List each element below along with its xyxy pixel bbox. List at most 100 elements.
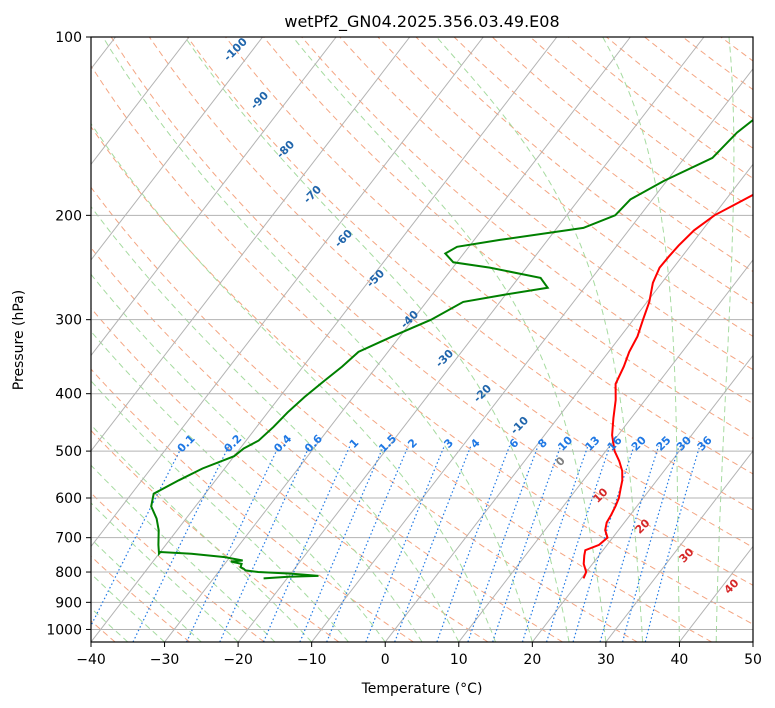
x-tick-label: 0: [381, 652, 390, 668]
dry-adiabat: [301, 37, 753, 405]
y-tick-label: 100: [55, 30, 82, 46]
isotherm: [91, 37, 264, 261]
y-axis: 100 200 300 400 500 600 700 800 900 1000: [46, 30, 91, 638]
dry-adiabat-label: -40: [398, 308, 421, 331]
isotherm: [91, 37, 558, 642]
background-lines: [91, 37, 775, 642]
dry-adiabat-label: -70: [301, 183, 324, 206]
mixing-ratio-line: [572, 445, 635, 642]
dry-adiabat: [415, 37, 753, 305]
y-tick-label: 300: [55, 313, 82, 329]
isotherm: [384, 163, 753, 642]
isotherm: [531, 354, 753, 642]
mixing-ratio-label: 0.6: [302, 432, 325, 455]
moist-adiabat: [91, 424, 313, 642]
plot-frame: [90, 36, 754, 643]
dry-adiabat: [91, 64, 753, 625]
dry-adiabat-label: -10: [508, 414, 531, 437]
mixing-ratio-line: [299, 445, 385, 642]
moist-adiabat: [91, 273, 423, 642]
y-tick-label: 900: [55, 595, 82, 611]
x-tick-label: 30: [597, 652, 615, 668]
moist-adiabat: [91, 502, 239, 642]
y-tick-label: 200: [55, 208, 82, 224]
moist-adiabat: [292, 37, 607, 642]
isotherm: [237, 37, 705, 642]
moist-adiabat-label: 10: [591, 485, 611, 505]
dry-adiabat-label: -60: [332, 227, 355, 250]
dry-adiabat: [186, 37, 753, 511]
mixing-ratio-label: 0.4: [271, 432, 294, 455]
isotherm: [458, 259, 753, 642]
mixing-ratio-line: [365, 445, 445, 642]
x-tick-label: 40: [671, 652, 689, 668]
mixing-ratio-label: 1.5: [376, 432, 399, 455]
y-tick-label: 800: [55, 565, 82, 581]
moist-adiabat: [602, 37, 680, 642]
isotherm: [91, 37, 190, 166]
isotherm: [91, 37, 484, 548]
dry-adiabat: [110, 37, 753, 586]
dry-adiabat: [453, 37, 753, 273]
mixing-ratio-label: 36: [695, 433, 715, 453]
temperature-profile: [582, 193, 753, 579]
y-tick-label: 600: [55, 491, 82, 507]
mixing-ratio-line: [521, 445, 589, 642]
x-tick-label: 20: [523, 652, 541, 668]
dry-adiabat: [91, 368, 414, 642]
mixing-ratio-line: [262, 445, 351, 642]
x-axis: −40 −30 −20 −10 0 10 20 30 40 50: [76, 642, 762, 668]
mixing-ratio-line: [492, 445, 562, 642]
y-tick-label: 400: [55, 387, 82, 403]
dry-adiabat: [682, 37, 753, 91]
moist-adiabat-label: 40: [722, 576, 742, 596]
mixing-ratio-label: 1: [347, 436, 362, 451]
profile-lines: [150, 118, 753, 580]
x-tick-label: −10: [297, 652, 327, 668]
moist-adiabat: [715, 37, 735, 642]
dry-adiabat: [91, 307, 489, 642]
x-tick-label: −20: [223, 652, 253, 668]
dry-adiabat-label: -90: [248, 89, 271, 112]
x-axis-label: Temperature (°C): [361, 681, 483, 697]
dry-adiabat: [91, 429, 340, 642]
dry-adiabat: [529, 37, 753, 210]
y-tick-label: 1000: [46, 622, 82, 638]
moist-adiabat-label: 20: [633, 516, 653, 536]
isotherm: [91, 37, 337, 357]
dry-adiabat: [91, 246, 563, 642]
isotherm: [164, 37, 631, 642]
mixing-ratio-line: [599, 445, 660, 642]
moist-adiabat: [102, 37, 533, 642]
moist-adiabat: [91, 573, 165, 642]
mixing-ratio-line: [644, 445, 701, 642]
dry-adiabat-label: -80: [274, 138, 297, 161]
dewpoint-profile: [150, 118, 753, 580]
dry-adiabat: [377, 37, 753, 337]
dry-adiabat: [644, 37, 753, 120]
dry-adiabat: [720, 37, 753, 62]
dry-adiabat-label: -20: [471, 382, 494, 405]
dry-adiabat: [759, 37, 775, 642]
moist-adiabat: [91, 380, 349, 642]
isopleth-labels: -100-90-80-70-60-50-40-30-20-100.1 0.2 0.4…: [175, 35, 742, 597]
mixing-ratio-line: [436, 445, 511, 642]
isotherm: [679, 545, 753, 642]
moist-adiabat: [91, 330, 386, 642]
dry-adiabat: [91, 186, 638, 642]
dry-adiabat: [339, 37, 753, 371]
isotherm: [311, 68, 753, 642]
isotherm: [91, 37, 411, 452]
moist-adiabat: [91, 122, 497, 642]
mixing-ratio-line: [394, 445, 472, 642]
dry-adiabat-label: -30: [433, 347, 456, 370]
x-tick-label: −30: [150, 652, 180, 668]
moist-adiabat-label: 30: [677, 545, 697, 565]
x-tick-label: 50: [744, 652, 762, 668]
mixing-ratio-line: [622, 445, 680, 642]
dry-adiabat: [91, 555, 191, 642]
mixing-ratio-line: [546, 445, 611, 642]
x-tick-label: 10: [450, 652, 468, 668]
moist-adiabat: [184, 37, 570, 642]
